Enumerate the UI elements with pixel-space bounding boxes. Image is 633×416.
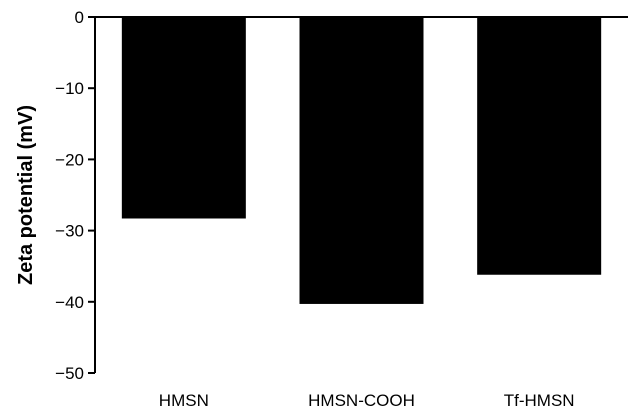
x-ticks-group: HMSN HMSN-COOH Tf-HMSN [159, 391, 575, 410]
bar-hmsn-cooh [299, 17, 424, 304]
axes-group [94, 16, 628, 373]
y-tick-label: −40 [55, 293, 84, 312]
y-axis-title: Zeta potential (mV) [15, 105, 37, 285]
y-tick-label: −50 [55, 364, 84, 383]
x-tick-label: Tf-HMSN [504, 391, 575, 410]
bar-tf-hmsn [477, 17, 602, 275]
y-tick-label: −10 [55, 79, 84, 98]
bar-hmsn [121, 17, 246, 219]
y-tick-label: −30 [55, 222, 84, 241]
x-tick-label: HMSN [159, 391, 209, 410]
y-ticks-group: 0 −10 −20 −30 −40 −50 [55, 8, 95, 383]
x-tick-label: HMSN-COOH [308, 391, 415, 410]
bars-group [121, 17, 602, 304]
y-tick-label: 0 [75, 8, 84, 27]
y-tick-label: −20 [55, 150, 84, 169]
